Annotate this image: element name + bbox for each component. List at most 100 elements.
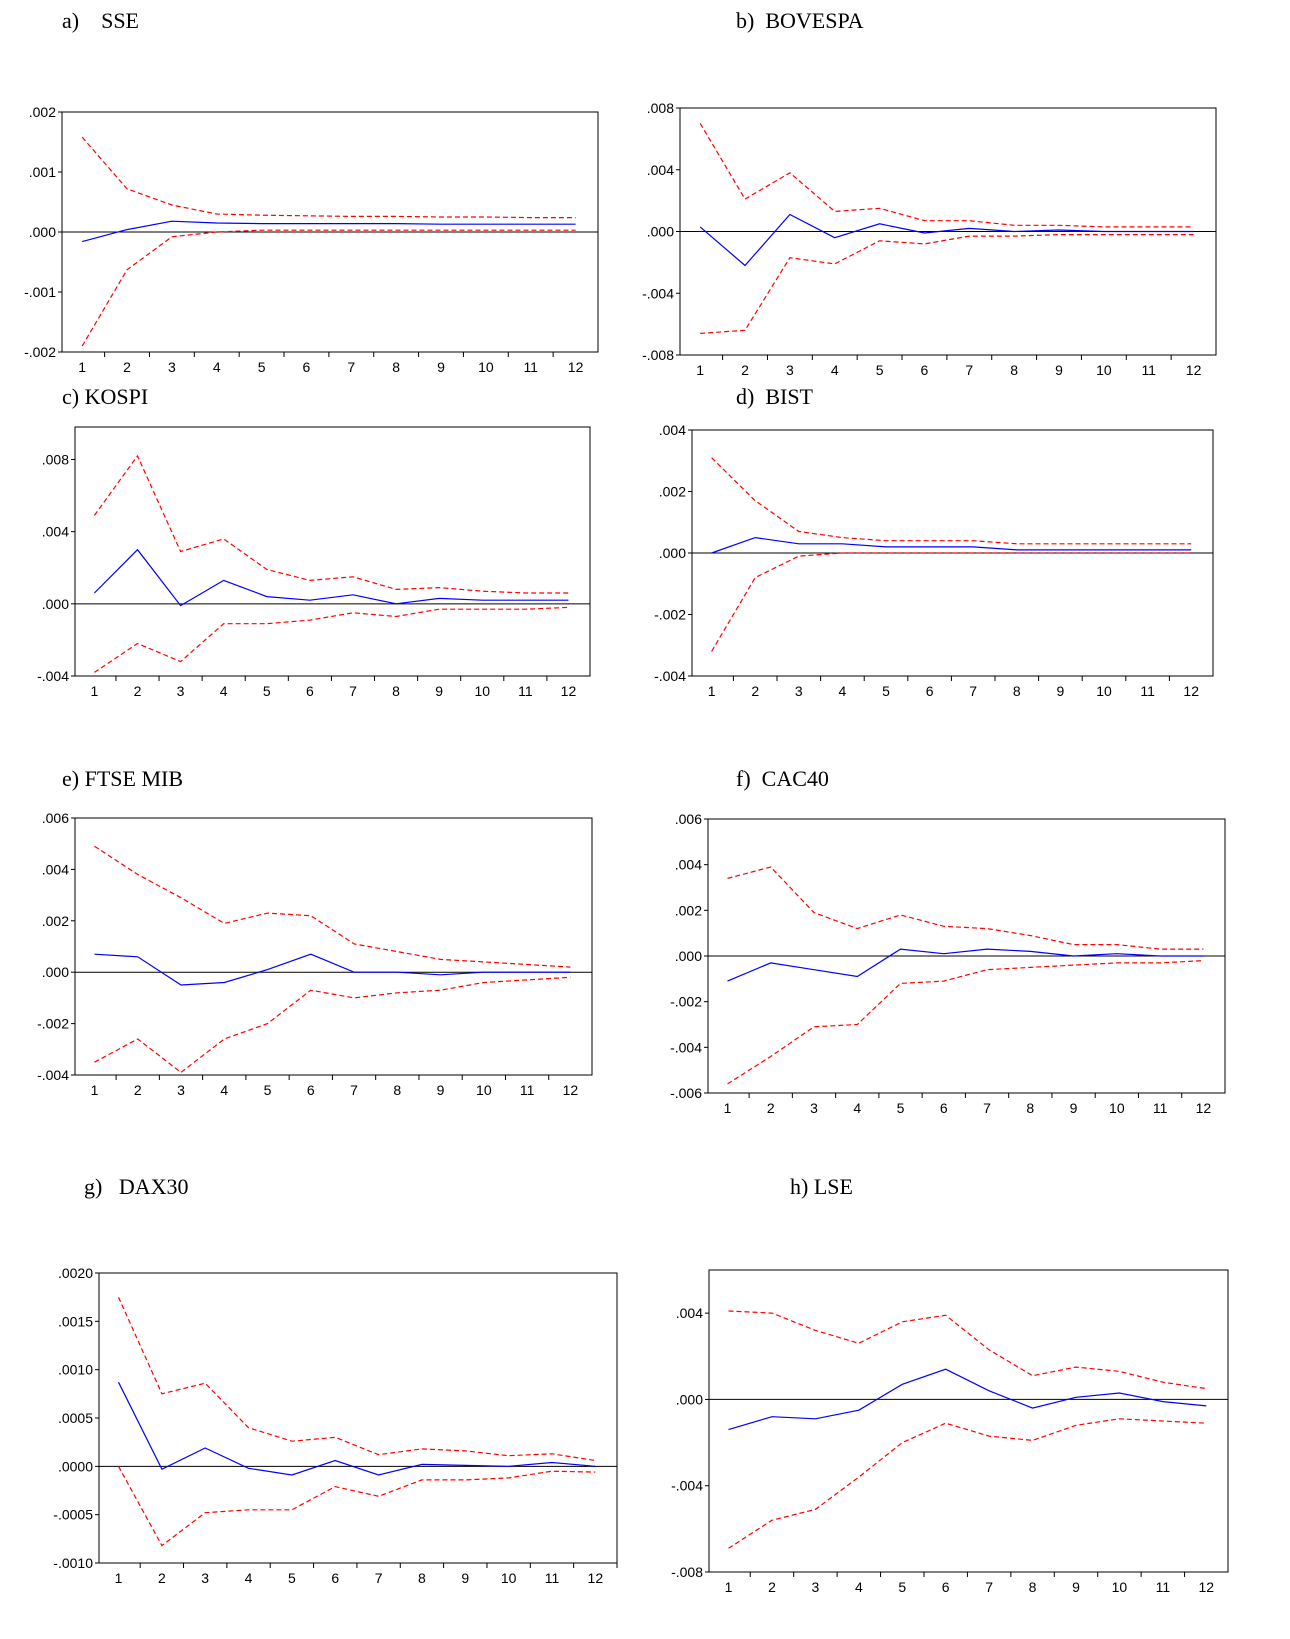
x-tick-label: 4: [831, 362, 839, 378]
x-tick-label: 7: [965, 362, 973, 378]
x-tick-label: 8: [1013, 683, 1021, 699]
x-tick-label: 3: [177, 1082, 185, 1098]
response-line: [82, 220, 576, 243]
x-tick-label: 3: [810, 1100, 818, 1116]
y-tick-label: -.004: [37, 1067, 69, 1083]
x-tick-label: 11: [1141, 362, 1156, 378]
x-tick-label: 4: [245, 1570, 253, 1586]
y-tick-label: -.002: [24, 344, 56, 360]
panel-title-sse: a) SSE: [62, 8, 139, 33]
response-line: [93, 548, 569, 607]
y-tick-label: .004: [676, 1305, 703, 1321]
x-tick-label: 12: [561, 683, 577, 699]
x-tick-label: 10: [474, 683, 490, 699]
lower-band-line: [94, 976, 571, 1074]
x-tick-label: 7: [983, 1100, 991, 1116]
x-tick-label: 1: [708, 683, 716, 699]
x-tick-label: 2: [768, 1579, 776, 1595]
x-tick-label: 6: [926, 683, 934, 699]
x-tick-label: 2: [767, 1100, 775, 1116]
y-tick-label: .002: [42, 913, 69, 929]
y-tick-label: -.0010: [53, 1555, 93, 1571]
x-tick-label: 9: [1057, 683, 1065, 699]
x-tick-label: 12: [1183, 683, 1199, 699]
y-tick-label: .0015: [58, 1313, 93, 1329]
x-tick-label: 3: [795, 683, 803, 699]
response-line: [699, 213, 1194, 267]
y-tick-label: -.002: [37, 1016, 69, 1032]
x-tick-label: 12: [1186, 362, 1202, 378]
x-tick-label: 12: [1196, 1100, 1212, 1116]
x-tick-label: 8: [393, 1082, 401, 1098]
x-tick-label: 9: [437, 1082, 445, 1098]
lower-band-line: [117, 1466, 596, 1547]
x-tick-label: 2: [741, 362, 749, 378]
upper-band-line: [94, 845, 571, 968]
x-tick-label: 11: [1140, 683, 1155, 699]
x-tick-label: 8: [1026, 1100, 1034, 1116]
lower-band-line: [727, 960, 1204, 1085]
y-tick-label: .000: [647, 224, 674, 240]
panel-title-bist: d) BIST: [736, 384, 813, 409]
response-line: [94, 953, 571, 986]
x-tick-label: 2: [123, 359, 131, 375]
x-tick-label: 8: [1029, 1579, 1037, 1595]
y-tick-label: .0010: [58, 1362, 93, 1378]
x-tick-label: 10: [478, 359, 494, 375]
x-tick-label: 6: [940, 1100, 948, 1116]
y-tick-label: .000: [676, 1391, 703, 1407]
x-tick-label: 2: [134, 1082, 142, 1098]
x-tick-label: 4: [855, 1579, 863, 1595]
x-tick-label: 4: [213, 359, 221, 375]
x-tick-label: 1: [90, 683, 98, 699]
response-line: [711, 536, 1192, 554]
x-tick-label: 6: [921, 362, 929, 378]
x-tick-label: 1: [91, 1082, 99, 1098]
y-tick-label: -.004: [671, 1478, 703, 1494]
lower-band-line: [81, 229, 576, 347]
x-tick-label: 11: [520, 1082, 535, 1098]
y-tick-label: .004: [647, 162, 674, 178]
x-tick-label: 10: [1096, 362, 1112, 378]
plot-frame: [74, 817, 593, 1076]
upper-band-line: [728, 1310, 1207, 1390]
x-tick-label: 5: [898, 1579, 906, 1595]
y-tick-label: .0020: [58, 1265, 93, 1281]
x-tick-label: 1: [725, 1579, 733, 1595]
x-tick-label: 6: [307, 1082, 315, 1098]
x-tick-label: 9: [435, 683, 443, 699]
y-tick-label: -.002: [670, 994, 702, 1010]
plot-frame: [74, 426, 591, 677]
y-tick-label: .008: [647, 100, 674, 116]
x-tick-label: 10: [1096, 683, 1112, 699]
x-tick-label: 3: [786, 362, 794, 378]
y-tick-label: .004: [675, 857, 702, 873]
x-tick-label: 12: [568, 359, 584, 375]
x-tick-label: 4: [220, 683, 228, 699]
y-tick-label: .002: [675, 902, 702, 918]
x-tick-label: 12: [1198, 1579, 1214, 1595]
y-tick-label: -.001: [24, 284, 56, 300]
x-tick-label: 1: [724, 1100, 732, 1116]
y-tick-label: .004: [42, 861, 69, 877]
x-tick-label: 7: [985, 1579, 993, 1595]
x-tick-label: 8: [392, 359, 400, 375]
upper-band-line: [699, 123, 1194, 228]
x-tick-label: 4: [839, 683, 847, 699]
x-tick-label: 6: [303, 359, 311, 375]
x-tick-label: 11: [1156, 1579, 1171, 1595]
x-tick-label: 11: [545, 1570, 560, 1586]
y-tick-label: -.006: [670, 1085, 702, 1101]
y-tick-label: .000: [675, 948, 702, 964]
x-tick-label: 10: [476, 1082, 492, 1098]
upper-band-line: [727, 866, 1204, 950]
y-tick-label: .0005: [58, 1410, 93, 1426]
x-tick-label: 5: [876, 362, 884, 378]
x-tick-label: 9: [1072, 1579, 1080, 1595]
lower-band-line: [94, 606, 569, 673]
